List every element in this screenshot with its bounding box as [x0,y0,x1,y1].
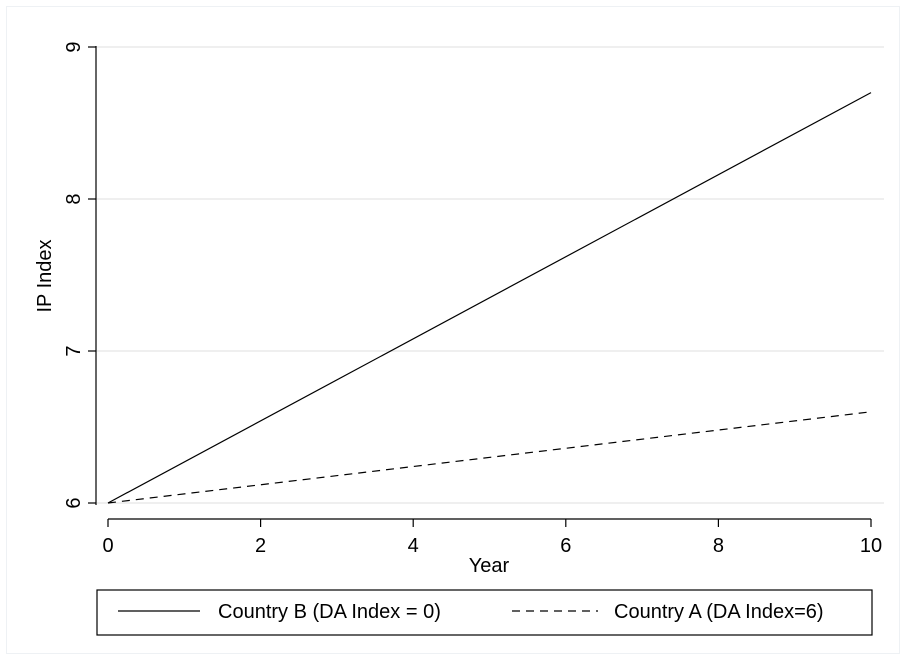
y-tick-label: 8 [63,193,85,204]
legend-items: Country B (DA Index = 0) Country A (DA In… [118,601,824,623]
x-tick-label: 10 [860,535,882,557]
axis-ticks: 6 7 8 9 0 2 4 6 8 10 [63,41,882,557]
gridlines [96,46,884,504]
y-tick-label: 7 [63,345,85,356]
x-tick-label: 0 [102,535,113,557]
x-axis-title: Year [469,555,510,577]
x-tick-label: 6 [560,535,571,557]
y-tick-label: 6 [63,497,85,508]
x-tick-label: 2 [255,535,266,557]
legend-label-2: Country A (DA Index=6) [614,601,824,623]
series-line-1 [107,92,872,504]
series-lines [107,92,872,504]
y-tick-label: 9 [63,41,85,52]
legend-label-1: Country B (DA Index = 0) [218,601,441,623]
axes [95,46,871,520]
legend: Country B (DA Index = 0) Country A (DA In… [96,589,873,636]
x-tick-label: 4 [408,535,419,557]
chart-outer-border [6,6,900,654]
x-tick-label: 8 [713,535,724,557]
legend-box [96,589,873,636]
y-axis-title: IP Index [34,239,56,312]
series-line-2 [107,411,872,504]
